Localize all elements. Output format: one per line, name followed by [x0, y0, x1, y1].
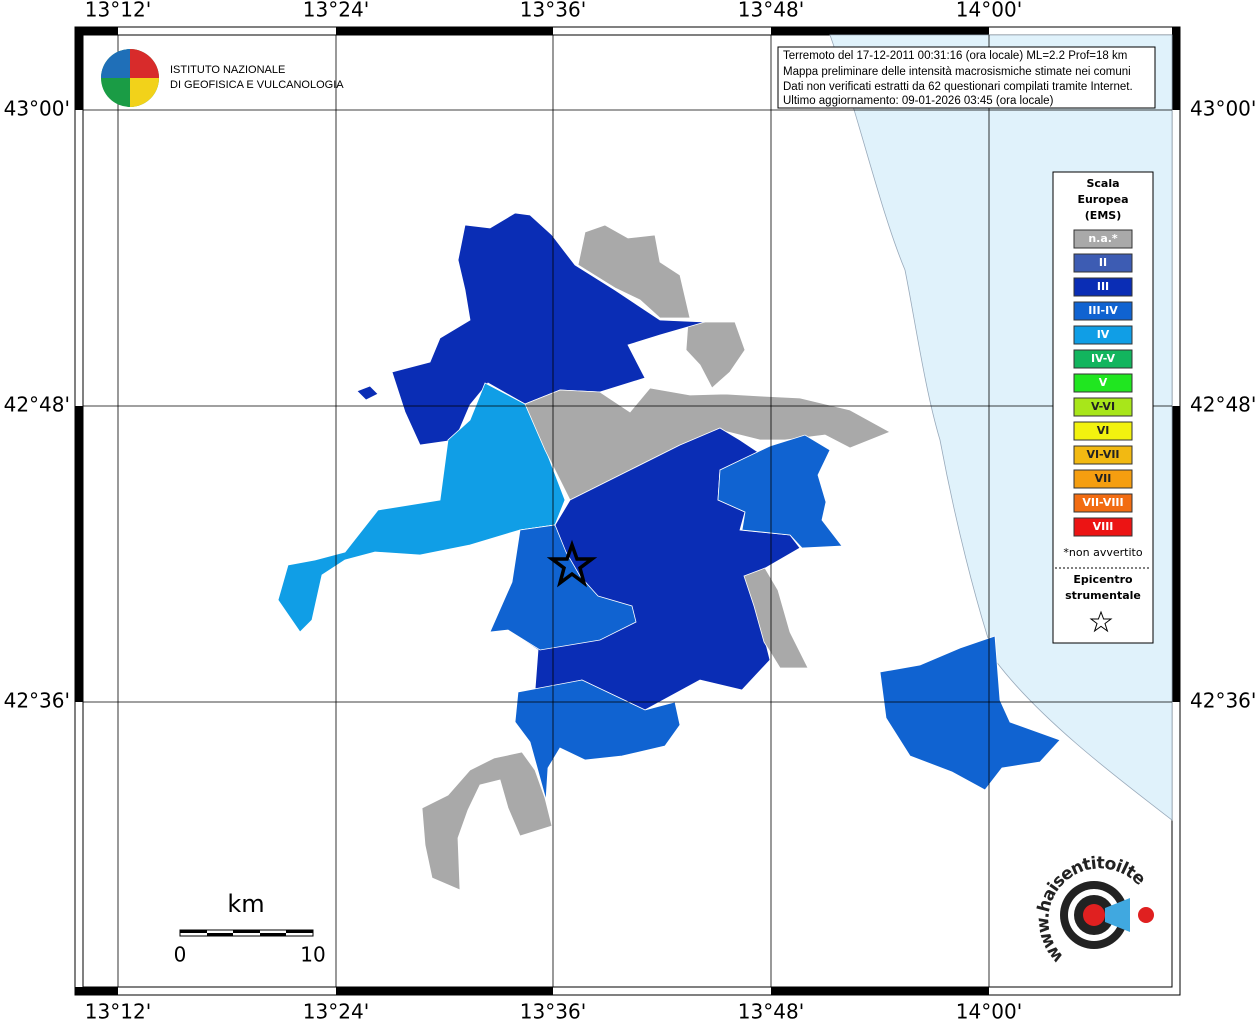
logo-text: ISTITUTO NAZIONALE — [170, 64, 285, 76]
legend: Scala Europea (EMS) *non avvertito Epice… — [1052, 171, 1154, 644]
region — [685, 321, 746, 389]
frame-bar — [336, 27, 553, 35]
legend-title: (EMS) — [1085, 209, 1121, 222]
lon-label: 13°48' — [738, 1000, 804, 1024]
legend-label: III — [1097, 280, 1109, 293]
lon-label: 13°12' — [85, 1000, 151, 1024]
region — [717, 434, 843, 549]
lon-label: 13°36' — [520, 1000, 586, 1024]
lat-label: 42°48' — [4, 393, 70, 417]
frame-bar — [1172, 27, 1180, 110]
region — [277, 382, 566, 633]
legend-swatch — [1073, 373, 1133, 393]
legend-swatch — [1073, 349, 1133, 369]
info-frame — [777, 46, 1156, 109]
lat-label: 42°36' — [1190, 689, 1255, 713]
info-line: Terremoto del 17-12-2011 00:31:16 (ora l… — [783, 50, 1127, 62]
frame-bar — [1172, 406, 1180, 702]
lon-label: 13°12' — [85, 0, 151, 22]
legend-label: III-IV — [1088, 304, 1118, 317]
frame-bar — [75, 27, 83, 110]
legend-swatch — [1073, 397, 1133, 417]
frame-bar — [75, 987, 118, 995]
scale-label: 0 — [174, 943, 187, 967]
legend-title: Europea — [1077, 193, 1128, 206]
lat-label: 42°48' — [1190, 393, 1255, 417]
frame-bar — [771, 987, 989, 995]
scale-bar: km 0 10 — [174, 890, 326, 967]
legend-swatch — [1073, 325, 1133, 345]
legend-label: IV-V — [1091, 352, 1116, 365]
info-box: Terremoto del 17-12-2011 00:31:16 (ora l… — [777, 46, 1156, 109]
region — [879, 635, 1061, 791]
legend-label: VII — [1095, 472, 1112, 485]
legend-note: *non avvertito — [1063, 546, 1142, 559]
region — [577, 224, 691, 319]
scale-segment — [207, 933, 233, 936]
logo-dot — [1138, 907, 1154, 923]
legend-swatch — [1073, 301, 1133, 321]
ingv-logo: ISTITUTO NAZIONALE DI GEOFISICA E VULCAN… — [101, 49, 344, 107]
lon-label: 13°48' — [738, 0, 804, 22]
legend-swatch — [1073, 493, 1133, 513]
scale-label: 10 — [300, 943, 325, 967]
legend-epicenter: strumentale — [1065, 589, 1141, 602]
legend-epicenter: Epicentro — [1073, 573, 1133, 586]
frame-bar — [336, 987, 553, 995]
legend-label: n.a.* — [1088, 232, 1118, 245]
scale-segment — [260, 933, 286, 936]
legend-label: V — [1099, 376, 1108, 389]
legend-swatch — [1073, 277, 1133, 297]
legend-swatch — [1073, 253, 1133, 273]
region — [356, 385, 379, 401]
legend-swatch — [1073, 229, 1133, 249]
lat-label: 42°36' — [4, 689, 70, 713]
logo-beam — [1105, 898, 1130, 932]
legend-label: VI — [1097, 424, 1110, 437]
legend-label: IV — [1097, 328, 1110, 341]
scale-unit: km — [227, 890, 264, 918]
frame-bar — [75, 27, 118, 35]
region — [489, 524, 637, 651]
scale-segment — [180, 930, 207, 933]
lon-label: 14°00' — [956, 1000, 1022, 1024]
regions — [277, 212, 1061, 891]
lon-label: 13°24' — [303, 0, 369, 22]
legend-label: VIII — [1093, 520, 1114, 533]
legend-label: VII-VIII — [1082, 496, 1123, 509]
region — [514, 679, 681, 801]
lat-label: 43°00' — [4, 97, 70, 121]
region — [421, 751, 553, 891]
lon-label: 14°00' — [956, 0, 1022, 22]
frame-bar — [75, 406, 83, 702]
legend-label: VI-VII — [1086, 448, 1119, 461]
logo-globe — [130, 49, 159, 78]
scale-segment — [233, 930, 260, 933]
legend-title: Scala — [1086, 177, 1119, 190]
lon-label: 13°24' — [303, 1000, 369, 1024]
lat-label: 43°00' — [1190, 97, 1255, 121]
logo-globe — [101, 49, 130, 78]
epicenter-star — [546, 539, 598, 588]
legend-swatch — [1073, 517, 1133, 537]
logo-text: DI GEOFISICA E VULCANOLOGIA — [170, 79, 344, 91]
axis-labels: 13°12' 13°12' 13°24' 13°24' 13°36' 13°36' 13°4… — [4, 0, 1255, 1024]
info-line: Dati non verificati estratti da 62 quest… — [783, 81, 1133, 93]
legend-label: II — [1099, 256, 1107, 269]
logo-globe — [130, 78, 159, 107]
legend-label: V-VI — [1091, 400, 1115, 413]
logo-ring — [1083, 904, 1105, 926]
info-line: Mappa preliminare delle intensità macros… — [783, 66, 1131, 78]
info-line: Ultimo aggiornamento: 09-01-2026 03:45 (… — [783, 95, 1054, 107]
legend-star — [1089, 610, 1113, 633]
grid — [83, 35, 1172, 987]
lon-label: 13°36' — [520, 0, 586, 22]
frame-bar — [771, 27, 989, 35]
legend-swatch — [1073, 421, 1133, 441]
region — [743, 567, 809, 669]
legend-swatch — [1073, 469, 1133, 489]
legend-swatch — [1073, 445, 1133, 465]
scale-segment — [286, 930, 313, 933]
